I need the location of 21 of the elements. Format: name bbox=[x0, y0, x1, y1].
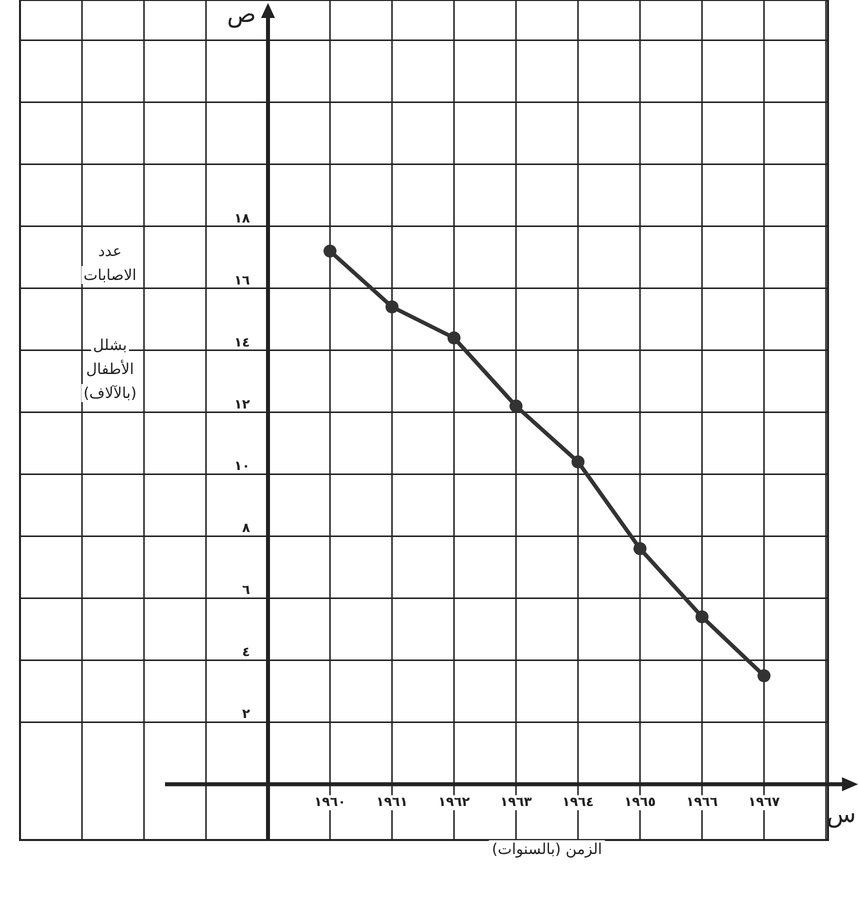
x-tick-label: ١٩٦٣ bbox=[500, 795, 532, 810]
x-tick-label: ١٩٦٠ bbox=[314, 795, 346, 810]
x-tick-label: ١٩٦٧ bbox=[748, 795, 780, 810]
y-tick-label: ١٤ bbox=[234, 335, 250, 350]
x-tick-label: ١٩٦٢ bbox=[438, 795, 470, 810]
y-tick-label: ١٢ bbox=[234, 397, 250, 412]
y-tick-label: ١٠ bbox=[234, 459, 250, 474]
x-tick-label: ١٩٦٤ bbox=[562, 795, 594, 810]
y-tick-label: ١٦ bbox=[234, 273, 250, 288]
y-tick-label: ٦ bbox=[242, 583, 250, 598]
x-tick-label: ١٩٦٥ bbox=[624, 795, 656, 810]
text: س bbox=[826, 800, 856, 828]
y-tick-label: ٢ bbox=[242, 707, 250, 722]
y-tick-label: ٤ bbox=[242, 645, 250, 660]
x-tick-label: ١٩٦١ bbox=[376, 795, 408, 810]
text: ص bbox=[226, 0, 256, 28]
y-tick-label: ٨ bbox=[242, 521, 250, 536]
x-tick-label: ١٩٦٦ bbox=[686, 795, 718, 810]
y-tick-label: ١٨ bbox=[234, 211, 250, 226]
text: عدد الاصابات بشلل الأطفال (بالآلاف) bbox=[83, 242, 137, 402]
x-axis-title: الزمن (بالسنوات) bbox=[492, 840, 602, 858]
